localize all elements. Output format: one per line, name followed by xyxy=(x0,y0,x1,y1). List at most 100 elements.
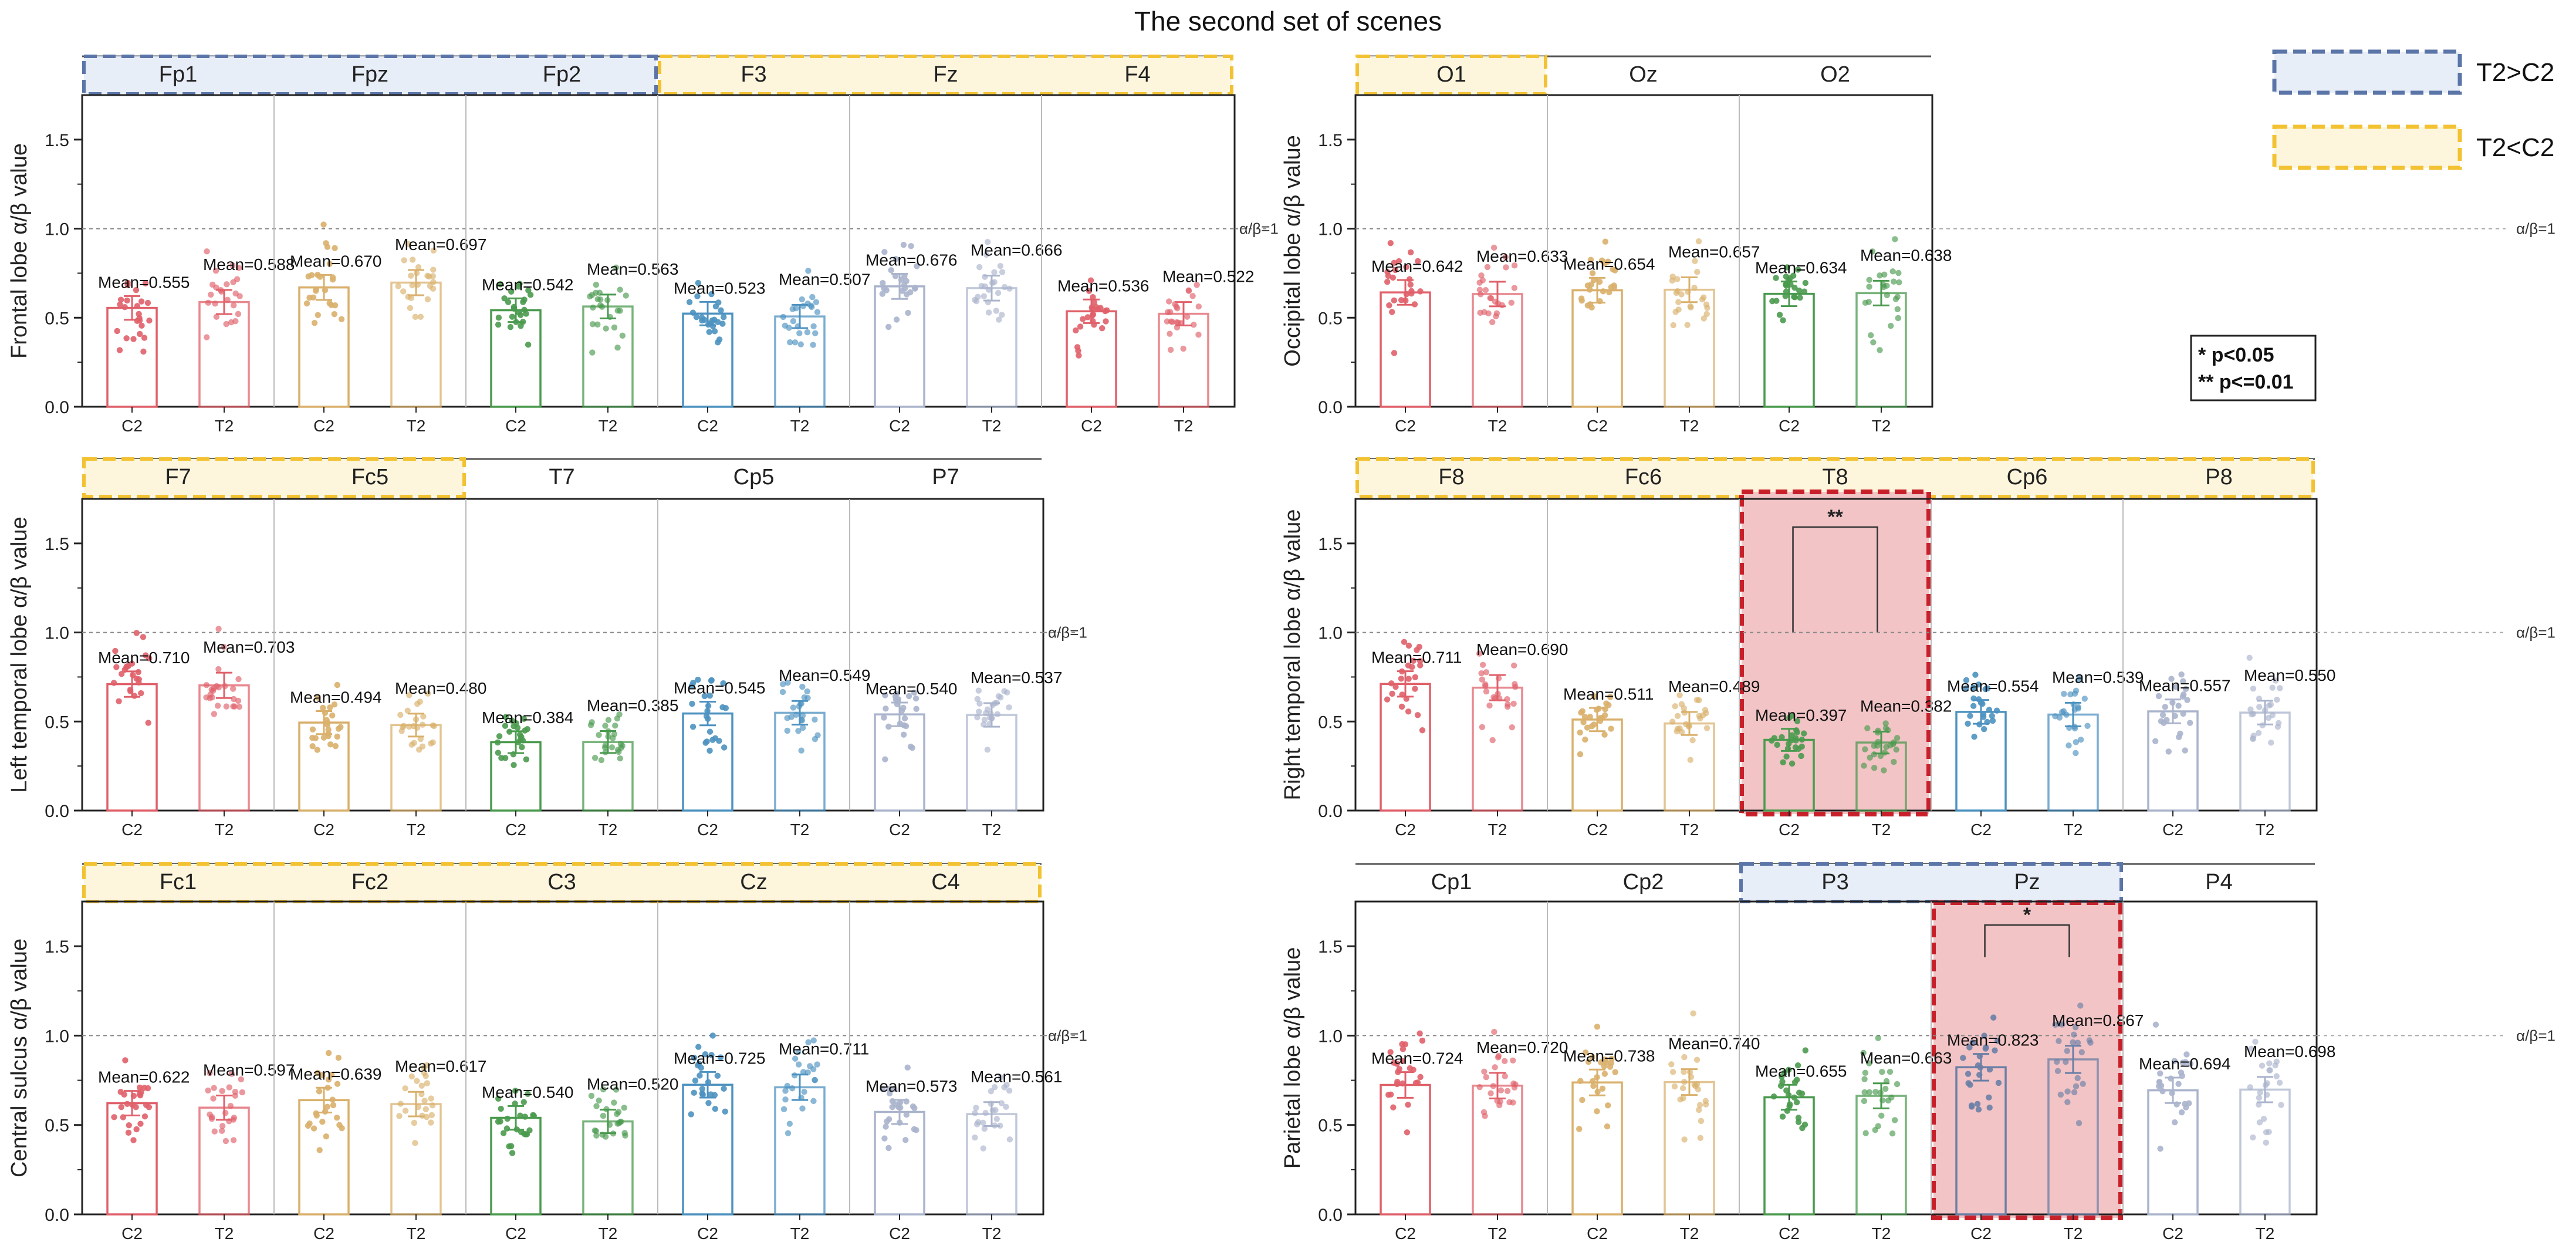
data-point xyxy=(1481,309,1488,316)
data-point xyxy=(2165,748,2172,755)
data-point xyxy=(422,1106,429,1113)
data-point xyxy=(972,1134,978,1141)
data-point xyxy=(891,1085,898,1092)
data-point xyxy=(1611,284,1618,291)
data-point xyxy=(1770,1093,1777,1100)
data-point xyxy=(1694,1081,1701,1088)
data-point xyxy=(1389,309,1395,315)
panel-left-temporal: α/β=1 0.0 0.5 1.0 1.5 Left temporal lobe α/β … xyxy=(7,457,1087,839)
data-point xyxy=(118,1103,124,1110)
channel-name: Fc6 xyxy=(1625,465,1662,490)
data-point xyxy=(2152,738,2159,744)
data-point xyxy=(708,677,715,684)
data-point xyxy=(429,1102,436,1109)
data-point xyxy=(720,680,726,687)
data-point xyxy=(221,643,227,650)
data-point xyxy=(1174,305,1181,312)
data-point xyxy=(1862,299,1869,306)
data-point xyxy=(883,1123,889,1130)
data-point xyxy=(1969,1039,1976,1046)
data-point xyxy=(1681,1136,1688,1143)
data-point xyxy=(712,735,719,742)
data-point xyxy=(512,1088,519,1094)
data-point xyxy=(799,296,805,303)
data-point xyxy=(334,1115,340,1121)
data-point xyxy=(2077,1002,2084,1009)
data-point xyxy=(1794,266,1801,273)
data-point xyxy=(2063,1058,2069,1065)
data-point xyxy=(1794,1062,1801,1069)
bar xyxy=(298,1099,350,1216)
data-point xyxy=(1600,288,1607,295)
data-point xyxy=(2152,1021,2159,1028)
data-point xyxy=(1703,310,1710,318)
data-point xyxy=(1688,304,1694,310)
data-point xyxy=(1965,1080,1972,1086)
data-point xyxy=(790,704,797,711)
y-tick-label: 1.5 xyxy=(1318,937,1343,957)
data-point xyxy=(1882,725,1889,731)
data-point xyxy=(1862,1069,1869,1076)
data-point xyxy=(884,1118,890,1125)
y-tick-label: 0.0 xyxy=(45,802,69,821)
data-point xyxy=(1587,256,1594,263)
data-point xyxy=(512,1101,518,1107)
data-point xyxy=(1195,303,1202,310)
x-tick-label: T2 xyxy=(2256,1224,2275,1243)
bar xyxy=(490,1116,542,1216)
data-point xyxy=(223,703,230,710)
data-point xyxy=(331,310,338,318)
bar xyxy=(1571,1081,1623,1216)
data-point xyxy=(1967,713,1973,719)
y-axis-label: Frontal lobe α/β value xyxy=(7,143,32,359)
data-point xyxy=(1966,1044,1973,1051)
data-point xyxy=(315,312,322,318)
data-point xyxy=(981,717,988,723)
data-point xyxy=(231,1115,238,1121)
data-point xyxy=(1195,332,1202,338)
x-tick-label: C2 xyxy=(1779,821,1800,839)
data-point xyxy=(1399,1041,1405,1048)
x-tick-label: T2 xyxy=(2256,821,2275,839)
x-tick-label: T2 xyxy=(1680,821,1699,839)
mean-label: Mean=0.655 xyxy=(1755,1062,1847,1080)
data-point xyxy=(799,1105,806,1112)
data-point xyxy=(134,318,140,325)
data-point xyxy=(689,724,697,730)
data-point xyxy=(1504,696,1510,703)
data-point xyxy=(1674,713,1681,720)
data-point xyxy=(984,239,991,245)
x-tick-label: T2 xyxy=(599,417,618,435)
data-point xyxy=(1895,315,1901,322)
data-point xyxy=(223,320,229,328)
data-point xyxy=(430,273,436,279)
data-point xyxy=(1884,282,1890,289)
data-point xyxy=(714,1072,721,1079)
data-point xyxy=(2250,735,2256,742)
data-point xyxy=(993,308,999,314)
data-point xyxy=(596,732,602,738)
data-point xyxy=(323,717,330,723)
mean-label: Mean=0.555 xyxy=(98,273,190,291)
data-point xyxy=(1894,735,1901,741)
data-point xyxy=(1417,1074,1424,1081)
data-point xyxy=(1479,676,1486,683)
data-point xyxy=(525,1091,531,1097)
data-point xyxy=(804,329,811,336)
data-point xyxy=(2081,696,2088,702)
data-point xyxy=(1861,1089,1868,1096)
data-point xyxy=(329,1096,336,1103)
data-point xyxy=(211,711,218,717)
mean-label: Mean=0.710 xyxy=(98,649,190,667)
data-point xyxy=(1482,1113,1488,1119)
data-point xyxy=(1796,1089,1803,1096)
data-point xyxy=(591,755,599,761)
data-point xyxy=(914,263,920,269)
data-point xyxy=(124,282,131,289)
data-point xyxy=(976,264,983,271)
data-point xyxy=(912,285,918,291)
data-point xyxy=(1401,639,1408,646)
data-point xyxy=(239,1089,246,1096)
data-point xyxy=(1970,703,1977,710)
data-point xyxy=(885,723,892,730)
